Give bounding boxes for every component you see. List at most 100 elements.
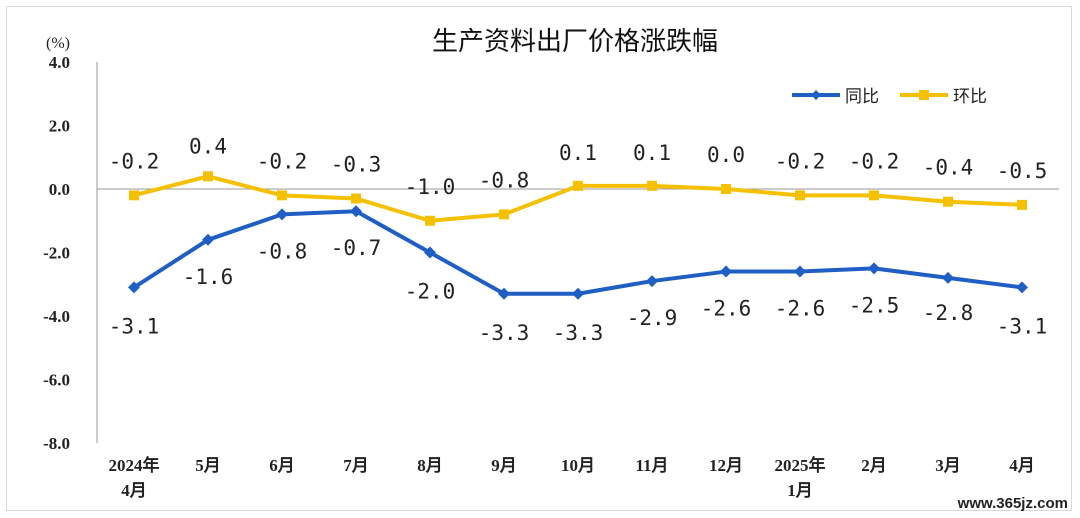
x-tick-label-line: 7月 [343,456,369,475]
data-label: -2.5 [849,293,900,317]
data-point-marker [1016,281,1028,294]
data-label: -0.2 [257,149,308,173]
x-tick-label-line: 8月 [417,456,443,475]
data-label: -2.0 [405,280,456,304]
data-label: -2.8 [923,301,974,325]
x-tick-label: 2月 [861,456,887,475]
y-tick-label: 2.0 [49,117,70,136]
x-tick-label: 2025年 1月 [775,455,826,500]
data-point-marker [794,265,806,278]
chart-frame [6,6,1072,511]
data-label: 0.0 [707,143,745,167]
x-tick-label: 5月 [195,456,221,475]
data-point-marker [424,246,436,259]
data-label: -2.6 [701,297,752,321]
data-point-marker [795,190,805,201]
watermark-text: www.365jz.com [957,495,1068,512]
data-label: -0.8 [257,239,308,263]
data-point-marker [942,271,954,284]
data-point-marker [129,190,139,201]
data-point-marker [202,233,214,246]
x-tick-label-line: 12月 [709,456,743,475]
data-label: -1.6 [183,265,234,289]
x-tick-label-line: 3月 [935,456,961,475]
data-label: -2.6 [775,297,826,321]
x-tick-label-line: 9月 [491,456,517,475]
legend-label: 环比 [953,87,987,107]
data-label: -0.2 [849,149,900,173]
data-label: -2.9 [627,306,678,330]
y-tick-label: -6.0 [43,371,70,390]
y-tick-label: -8.0 [43,434,70,453]
data-label: 0.4 [189,134,227,158]
data-label: 0.1 [633,141,671,165]
data-point-marker [351,193,361,204]
data-label: -0.7 [331,236,382,260]
x-tick-label-line: 11月 [635,456,668,475]
x-tick-label: 12月 [709,456,743,475]
legend-swatch-marker [919,90,929,100]
x-tick-label-line: 5月 [195,456,221,475]
x-tick-label: 8月 [417,456,443,475]
y-tick-label: -2.0 [43,244,70,263]
data-label: -0.8 [479,168,530,192]
data-label: -3.1 [109,314,160,338]
data-point-marker [572,287,584,300]
legend-swatch-marker [811,90,821,100]
data-label: -0.2 [775,149,826,173]
data-label: -3.1 [997,314,1048,338]
x-tick-label-line: 4月 [121,481,147,500]
legend: 同比 环比 [792,87,987,107]
x-tick-label-line: 2024年 [109,455,160,475]
y-tick-label: 0.0 [49,180,70,199]
x-tick-label: 3月 [935,456,961,475]
x-tick-label-line: 6月 [269,456,295,475]
x-tick-label-line: 4月 [1009,456,1035,475]
data-label: -0.2 [109,149,160,173]
data-point-marker [869,190,879,201]
x-tick-label: 9月 [491,456,517,475]
y-tick-labels: 4.0 2.0 0.0 -2.0 -4.0 -6.0 -8.0 [43,53,70,453]
axes [96,62,1059,443]
data-point-marker [277,190,287,201]
data-point-marker [203,171,213,182]
data-point-marker [425,215,435,226]
data-label: -3.3 [553,321,604,345]
data-point-marker [647,180,657,191]
data-point-marker [720,265,732,278]
x-tick-label-line: 2025年 [775,455,826,475]
x-tick-label-line: 2月 [861,456,887,475]
data-label: -0.4 [923,156,974,180]
data-label: -0.5 [997,159,1048,183]
x-tick-label: 11月 [635,456,668,475]
data-point-marker [498,287,510,300]
data-label: -0.3 [331,153,382,177]
x-tick-label: 10月 [561,456,595,475]
data-point-marker [1017,199,1027,210]
y-tick-label: 4.0 [49,53,70,72]
data-point-marker [276,208,288,221]
data-point-marker [868,262,880,275]
x-tick-label: 6月 [269,456,295,475]
x-tick-label: 4月 [1009,456,1035,475]
y-tick-label: -4.0 [43,307,70,326]
data-label: -1.0 [405,175,456,199]
series-lines [128,171,1028,300]
x-tick-label-line: 10月 [561,456,595,475]
y-axis-unit-label: (%) [46,35,70,52]
data-point-marker [499,209,509,220]
data-label: -3.3 [479,321,530,345]
data-point-marker [646,275,658,288]
x-tick-label: 2024年 4月 [109,455,160,500]
x-tick-label-line: 1月 [787,481,813,500]
legend-label: 同比 [845,87,879,107]
data-point-marker [128,281,140,294]
data-labels: -3.1 -1.6 -0.8 -0.7 -2.0 -3.3 -3.3 -2.9 -2.6 -2.6… [109,134,1048,344]
x-tick-labels: 2024年 4月 5月 6月 7月 8月 9月 10月 11月 12月 2025年 1月 2月 3月 4月 [109,455,1035,500]
data-label: 0.1 [559,141,597,165]
x-tick-label: 7月 [343,456,369,475]
data-point-marker [721,184,731,194]
chart-title: 生产资料出厂价格涨跌幅 [432,27,718,57]
data-point-marker [573,180,583,191]
